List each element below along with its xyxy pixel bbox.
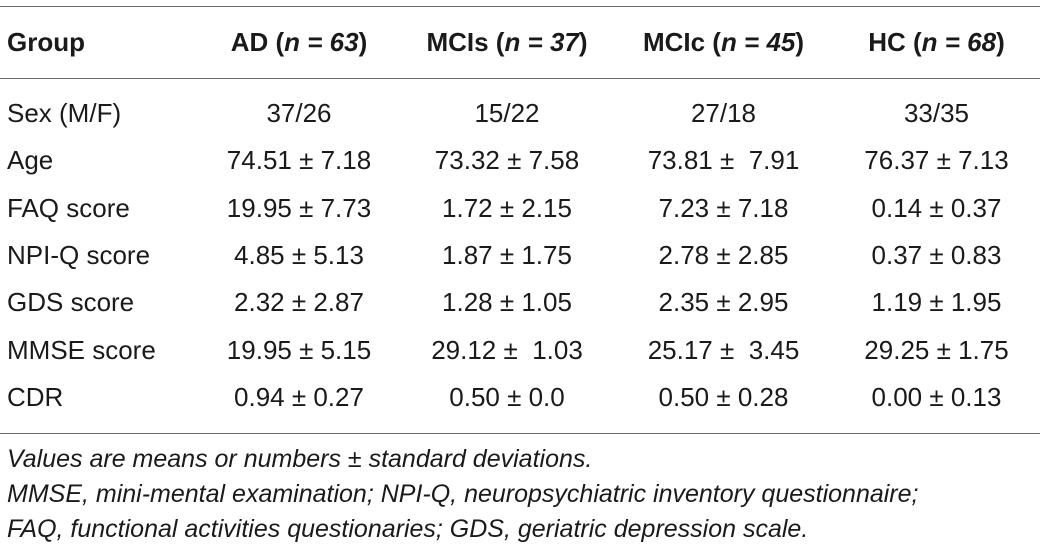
- row-label: Sex (M/F): [7, 98, 122, 129]
- header-hc: HC (n = 68): [868, 27, 1005, 57]
- cell-mcic: 25.17 ± 3.45: [647, 334, 800, 365]
- row-label: Age: [7, 145, 54, 176]
- row-label: CDR: [7, 381, 64, 412]
- header-mcic-name: MCIc: [642, 27, 706, 57]
- cell-mcic: 0.50 ± 0.28: [658, 381, 789, 412]
- header-mcis-n: n = 37: [504, 27, 579, 57]
- header-group: Group: [7, 27, 85, 57]
- footnote-abbreviations-1: MMSE, mini-mental examination; NPI-Q, ne…: [7, 480, 919, 508]
- cell-ad: 19.95 ± 5.15: [226, 334, 372, 365]
- header-hc-name: HC: [868, 27, 906, 57]
- table-row-cdr: CDR 0.94 ± 0.27 0.50 ± 0.0 0.50 ± 0.28 0…: [0, 374, 1040, 421]
- cell-mcic: 73.81 ± 7.91: [647, 145, 800, 176]
- cell-ad: 19.95 ± 7.73: [226, 192, 372, 223]
- cell-mcic: 27/18: [690, 98, 757, 129]
- table-bottom-rule: [0, 433, 1040, 434]
- cell-hc: 29.25 ± 1.75: [864, 334, 1009, 365]
- cell-mcis: 1.28 ± 1.05: [442, 287, 572, 318]
- cell-ad: 2.32 ± 2.87: [234, 287, 364, 318]
- cell-mcis: 1.87 ± 1.75: [442, 240, 572, 271]
- footnote-abbreviations-2: FAQ, functional activities questionaries…: [7, 515, 809, 543]
- cell-mcis: 1.72 ± 2.15: [442, 192, 572, 223]
- cell-hc: 76.37 ± 7.13: [864, 145, 1009, 176]
- cell-mcis: 29.12 ± 1.03: [431, 334, 583, 365]
- cell-ad: 0.94 ± 0.27: [234, 381, 364, 412]
- header-ad-name: AD: [230, 27, 269, 57]
- table-header-rule: [0, 78, 1040, 79]
- cell-mcic: 2.78 ± 2.85: [658, 240, 789, 271]
- table-row-gds: GDS score 2.32 ± 2.87 1.28 ± 1.05 2.35 ±…: [0, 279, 1040, 326]
- header-mcis: MCIs (n = 37): [426, 27, 588, 57]
- table-row-age: Age 74.51 ± 7.18 73.32 ± 7.58 73.81 ± 7.…: [0, 137, 1040, 184]
- header-mcic: MCIc (n = 45): [642, 27, 805, 57]
- table-row-mmse: MMSE score 19.95 ± 5.15 29.12 ± 1.03 25.…: [0, 326, 1040, 373]
- table-row-npiq: NPI-Q score 4.85 ± 5.13 1.87 ± 1.75 2.78…: [0, 232, 1040, 279]
- table-header-row: Group AD (n = 63) MCIs (n = 37) MCIc (n …: [0, 7, 1040, 78]
- row-label: GDS score: [7, 287, 135, 318]
- header-ad-n: n = 63: [284, 27, 359, 57]
- row-label: MMSE score: [7, 334, 156, 365]
- cell-mcic: 2.35 ± 2.95: [658, 287, 789, 318]
- demographics-table: Group AD (n = 63) MCIs (n = 37) MCIc (n …: [0, 7, 1040, 421]
- cell-hc: 0.37 ± 0.83: [871, 240, 1002, 271]
- cell-ad: 4.85 ± 5.13: [234, 240, 364, 271]
- header-mcic-n: n = 45: [720, 27, 796, 57]
- row-label: FAQ score: [7, 192, 130, 223]
- table-row-sex: Sex (M/F) 37/26 15/22 27/18 33/35: [0, 90, 1040, 137]
- cell-ad: 74.51 ± 7.18: [226, 145, 372, 176]
- header-mcis-name: MCIs: [426, 27, 489, 57]
- cell-hc: 33/35: [903, 98, 970, 129]
- cell-mcis: 15/22: [474, 98, 540, 129]
- table-top-rule: [0, 6, 1040, 7]
- cell-hc: 1.19 ± 1.95: [871, 287, 1002, 318]
- cell-hc: 0.00 ± 0.13: [871, 381, 1002, 412]
- cell-hc: 0.14 ± 0.37: [871, 192, 1002, 223]
- row-label: NPI-Q score: [7, 240, 151, 271]
- footnote-values: Values are means or numbers ± standard d…: [7, 445, 593, 473]
- cell-mcic: 7.23 ± 7.18: [658, 192, 789, 223]
- header-hc-n: n = 68: [921, 27, 997, 57]
- cell-ad: 37/26: [266, 98, 332, 129]
- table-row-faq: FAQ score 19.95 ± 7.73 1.72 ± 2.15 7.23 …: [0, 185, 1040, 232]
- cell-mcis: 73.32 ± 7.58: [434, 145, 580, 176]
- cell-mcis: 0.50 ± 0.0: [449, 381, 565, 412]
- table-footnotes: Values are means or numbers ± standard d…: [7, 442, 1037, 547]
- header-ad: AD (n = 63): [230, 27, 368, 57]
